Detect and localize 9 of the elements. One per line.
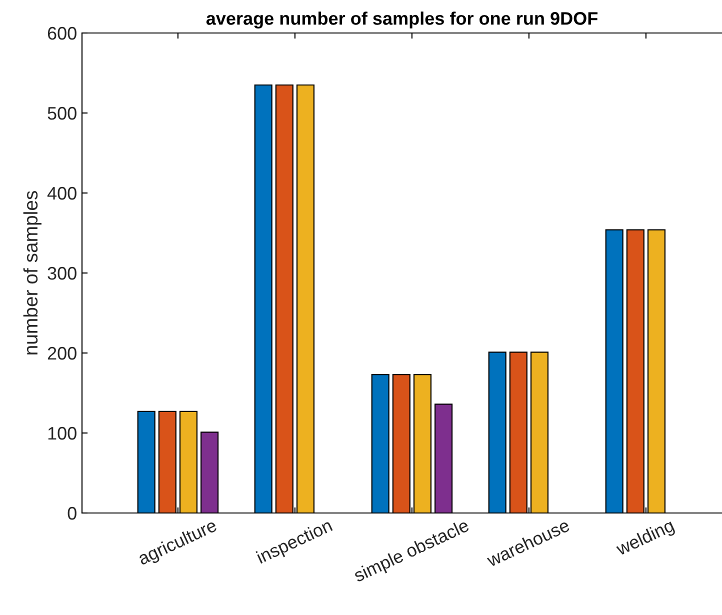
y-axis-title: number of samples [23,191,42,354]
y-tick-label: 500 [48,106,76,120]
y-tick-label: 300 [48,266,76,280]
y-tick-label: 0 [68,506,76,520]
chart-title: average number of samples for one run 9DOF [206,12,598,28]
y-tick-label: 100 [48,426,76,440]
y-tick-label: 600 [48,26,76,40]
y-tick-label: 200 [48,346,76,360]
y-tick-label: 400 [47,186,76,200]
